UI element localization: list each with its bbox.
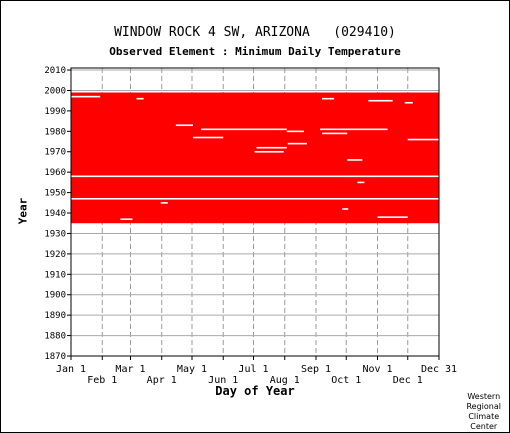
y-tick-label: 1990 (44, 107, 66, 117)
x-tick-label: Nov 1 (362, 364, 392, 375)
x-tick-label: Dec 31 (421, 364, 457, 375)
y-tick-label: 1950 (44, 189, 66, 199)
chart-subtitle: Observed Element : Minimum Daily Tempera… (109, 45, 401, 58)
missing-data-gap (377, 216, 408, 218)
missing-data-gap (136, 97, 144, 100)
missing-data-gap (175, 124, 193, 127)
y-tick-label: 1940 (44, 209, 66, 219)
x-tick-label: May 1 (177, 364, 207, 375)
y-tick-label: 1910 (44, 270, 66, 280)
credit-line: Regional (466, 402, 501, 411)
x-tick-label: Mar 1 (115, 364, 145, 375)
missing-data-gap (322, 97, 335, 100)
missing-data-gap (256, 146, 287, 149)
y-tick-label: 2000 (44, 86, 66, 96)
y-tick-label: 1980 (44, 127, 66, 137)
y-tick-label: 1880 (44, 332, 66, 342)
y-tick-label: 1890 (44, 311, 66, 321)
missing-data-gap (342, 208, 349, 210)
missing-data-gap (192, 136, 224, 139)
y-tick-label: 1970 (44, 148, 66, 158)
y-tick-label: 2010 (44, 66, 66, 76)
plot-border (70, 67, 440, 357)
x-tick-label: Jan 1 (56, 364, 86, 375)
y-tick-label: 1900 (44, 291, 66, 301)
y-tick-label: 1960 (44, 168, 66, 178)
missing-data-gap (201, 128, 287, 131)
missing-data-gap (287, 142, 307, 145)
missing-data-gap (71, 175, 439, 178)
missing-data-gap (286, 130, 304, 133)
x-tick-label: Jun 1 (208, 375, 238, 386)
x-tick-label: Dec 1 (393, 375, 423, 386)
credit-line: Center (470, 422, 498, 431)
missing-data-gap (347, 159, 363, 161)
missing-data-gap (404, 101, 413, 104)
missing-data-gap (407, 138, 439, 141)
credit-text: Western Regional Climate Center (466, 392, 501, 432)
x-tick-label: Aug 1 (270, 375, 300, 386)
data-coverage-block (71, 92, 439, 224)
missing-data-gap (71, 95, 101, 98)
missing-data-gap (71, 197, 439, 200)
missing-data-gap (160, 202, 168, 204)
missing-data-gap (357, 181, 365, 184)
missing-data-gap (320, 128, 388, 131)
x-axis-label: Day of Year (215, 384, 295, 398)
missing-data-gap (322, 132, 348, 135)
x-tick-label: Apr 1 (147, 375, 177, 386)
credit-line: Western (467, 392, 501, 401)
x-tick-label: Jul 1 (238, 364, 268, 375)
y-tick-label: 1870 (44, 352, 66, 362)
x-tick-label: Oct 1 (331, 375, 361, 386)
x-tick-label: Feb 1 (87, 375, 117, 386)
missing-data-gap (254, 150, 284, 153)
y-tick-label: 1920 (44, 250, 66, 260)
x-tick-label: Sep 1 (301, 364, 331, 375)
missing-data-gap (368, 99, 393, 102)
chart-title: WINDOW ROCK 4 SW, ARIZONA (029410) (114, 25, 396, 40)
y-tick-label: 1930 (44, 229, 66, 239)
missing-data-gap (120, 218, 133, 220)
credit-line: Climate (468, 412, 500, 421)
